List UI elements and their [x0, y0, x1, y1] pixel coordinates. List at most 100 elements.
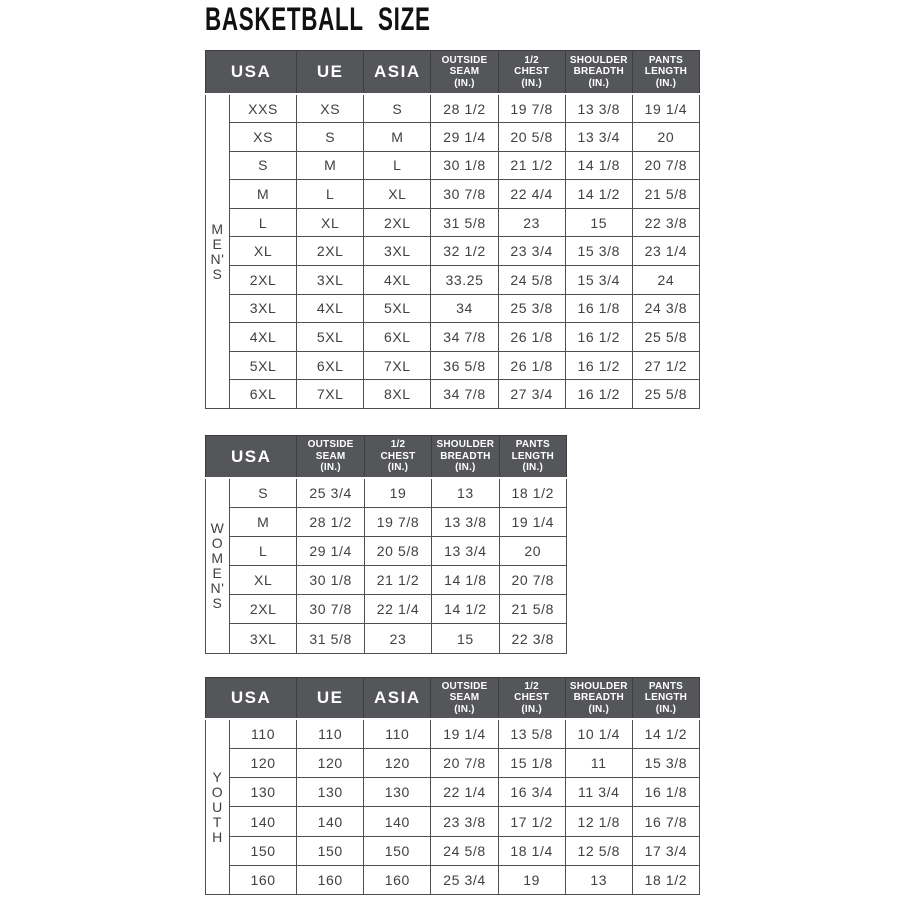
section-label-letter: M [211, 549, 224, 566]
column-header-ue: UE [296, 677, 365, 720]
size-cell: 160 [228, 864, 298, 896]
size-cell: 21 1/2 [363, 565, 433, 596]
size-cell: 25 3/8 [497, 293, 566, 324]
size-cell: XL [228, 565, 298, 596]
section-label-letter: U [212, 798, 223, 815]
size-cell: 21 1/2 [497, 150, 566, 181]
column-header-line: LENGTH [511, 450, 554, 462]
size-cell: 140 [363, 806, 432, 837]
size-row: 150 150 150 24 5/8 18 1/4 12 5/8 17 3/4 [206, 835, 701, 866]
size-row: XL 2XL 3XL 32 1/2 23 3/4 15 3/8 23 1/4 [206, 236, 701, 267]
section-label-womens: W O M E N' S [205, 477, 230, 654]
size-cell: 16 1/8 [564, 293, 633, 324]
header-row: USA OUTSIDE SEAM (IN.) 1/2 CHEST (IN.) SHOULDER… [204, 435, 568, 479]
size-table-mens: USA UE ASIA OUTSIDE SEAM (IN.) 1/2 CHEST (IN.) SH… [204, 50, 701, 410]
size-cell: 16 3/4 [497, 777, 566, 808]
size-cell: 120 [296, 747, 365, 779]
column-header-line: PANTS [515, 439, 550, 451]
column-header-line: OUTSIDE [441, 680, 488, 692]
size-cell: 5XL [228, 350, 298, 381]
size-cell: 29 1/4 [296, 535, 365, 567]
size-cell: 28 1/2 [296, 506, 365, 537]
size-cell: 4XL [228, 322, 298, 352]
size-cell: 13 3/4 [564, 122, 633, 152]
size-cell: 5XL [363, 293, 432, 324]
size-cell: 11 3/4 [564, 777, 633, 808]
size-row: 2XL 30 7/8 22 1/4 14 1/2 21 5/8 [206, 594, 568, 625]
size-cell: 30 7/8 [430, 179, 499, 209]
size-cell: 110 [296, 718, 365, 749]
size-cell: 12 1/8 [564, 806, 633, 837]
column-header-line: 1/2 [524, 680, 539, 692]
section-label-letter: E [212, 564, 223, 581]
size-cell: 27 3/4 [497, 379, 566, 410]
column-header-asia: ASIA [363, 50, 432, 95]
column-header-line: LENGTH [644, 66, 688, 78]
section-label-letter: S [212, 265, 223, 282]
size-row: W O M E N' S S 25 3/4 19 13 18 1/2 [205, 477, 568, 654]
size-cell: 19 [363, 477, 433, 508]
size-cell: 23 [363, 623, 433, 654]
column-header-line: BREADTH [573, 692, 624, 704]
size-cell: 15 [431, 623, 500, 654]
size-cell: 16 1/2 [564, 350, 633, 381]
size-cell: 31 5/8 [430, 207, 499, 238]
size-cell: 3XL [296, 265, 365, 295]
column-header-line: BREADTH [440, 450, 491, 462]
size-cell: 34 7/8 [430, 322, 499, 352]
size-cell: 160 [363, 864, 432, 896]
size-cell: 18 1/4 [497, 835, 566, 866]
section-label-letter: S [212, 594, 223, 611]
size-cell: 21 5/8 [498, 594, 568, 625]
size-cell: 16 1/2 [564, 322, 633, 352]
column-header-line: SHOULDER [436, 439, 495, 451]
size-cell: 32 1/2 [430, 236, 499, 267]
size-cell: XL [296, 207, 365, 238]
column-header-line: (IN.) [454, 703, 475, 715]
size-cell: 140 [228, 806, 298, 837]
section-label-letter: O [211, 783, 224, 800]
size-cell: 18 1/2 [498, 477, 568, 508]
column-header-line: CHEST [380, 450, 416, 462]
size-cell: XL [228, 236, 298, 267]
column-header-outside: OUTSIDE SEAM (IN.) [296, 435, 365, 479]
column-header-line: 1/2 [390, 439, 406, 451]
column-header-pants: PANTS LENGTH (IN.) [631, 50, 701, 95]
size-cell: 6XL [296, 350, 365, 381]
size-cell: 12 5/8 [564, 835, 633, 866]
size-cell: 20 7/8 [430, 747, 499, 779]
column-header-line: 1/2 [524, 54, 539, 66]
size-row: 5XL 6XL 7XL 36 5/8 26 1/8 16 1/2 27 1/2 [206, 350, 701, 381]
size-cell: 2XL [296, 236, 365, 267]
size-cell: 5XL [296, 322, 365, 352]
size-cell: 30 1/8 [430, 150, 499, 181]
column-header-1-2: 1/2 CHEST (IN.) [497, 677, 566, 720]
size-row: M L XL 30 7/8 22 4/4 14 1/2 21 5/8 [206, 179, 701, 209]
size-cell: 19 7/8 [497, 93, 566, 124]
size-cell: 21 5/8 [631, 179, 701, 209]
column-header-shoulder: SHOULDER BREADTH (IN.) [564, 50, 633, 95]
size-table-womens: USA OUTSIDE SEAM (IN.) 1/2 CHEST (IN.) SHOULDER… [204, 435, 568, 654]
column-header-1-2: 1/2 CHEST (IN.) [363, 435, 433, 479]
size-row: M E N' S XXS XS S 28 1/2 19 7/8 13 3/8 19 1/4 [205, 93, 701, 410]
size-row: 3XL 31 5/8 23 15 22 3/8 [206, 623, 568, 654]
size-cell: 7XL [296, 379, 365, 410]
section-label-mens: M E N' S [205, 93, 230, 410]
size-row: 4XL 5XL 6XL 34 7/8 26 1/8 16 1/2 25 5/8 [206, 322, 701, 352]
size-cell: 140 [296, 806, 365, 837]
column-header-line: PANTS [648, 680, 683, 692]
size-row: 3XL 4XL 5XL 34 25 3/8 16 1/8 24 3/8 [206, 293, 701, 324]
size-cell: 14 1/2 [631, 718, 701, 749]
size-cell: 20 7/8 [631, 150, 701, 181]
size-cell: 26 1/8 [497, 322, 566, 352]
size-cell: 20 5/8 [497, 122, 566, 152]
header-row: USA UE ASIA OUTSIDE SEAM (IN.) 1/2 CHEST (IN.) SH… [204, 677, 701, 720]
size-cell: 23 3/8 [430, 806, 499, 837]
size-row: 2XL 3XL 4XL 33.25 24 5/8 15 3/4 24 [206, 265, 701, 295]
size-cell: 15 3/4 [564, 265, 633, 295]
size-cell: 4XL [363, 265, 432, 295]
column-header-outside: OUTSIDE SEAM (IN.) [430, 677, 499, 720]
column-header-line: OUTSIDE [441, 54, 488, 66]
size-cell: 130 [228, 777, 298, 808]
column-header-line: BREADTH [573, 66, 624, 78]
